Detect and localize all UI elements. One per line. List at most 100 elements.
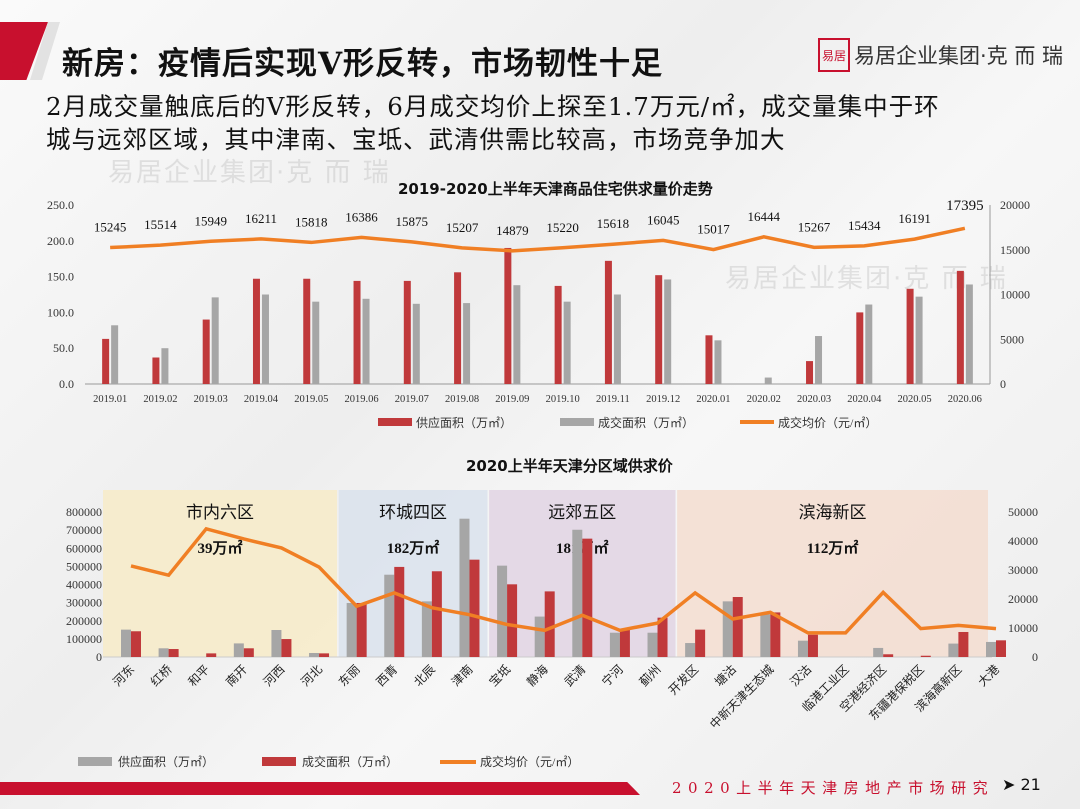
y-tick-label: 50.0 xyxy=(53,341,74,355)
y-tick-label: 200000 xyxy=(66,614,102,628)
y-tick-label: 500000 xyxy=(66,559,102,573)
x-tick-label: 北辰 xyxy=(411,662,438,689)
price-data-label: 15875 xyxy=(396,214,429,229)
x-tick-label: 塘沽 xyxy=(711,662,739,690)
legend-swatch xyxy=(262,757,296,766)
supply-bar xyxy=(609,632,620,657)
supply-bar xyxy=(121,629,131,657)
deal-bar xyxy=(865,304,873,384)
supply-bar xyxy=(353,280,361,384)
x-tick-label: 南开 xyxy=(222,662,250,690)
x-tick-label: 开发区 xyxy=(665,662,701,698)
price-line xyxy=(110,226,966,253)
supply-bar xyxy=(303,278,311,384)
legend-label: 供应面积（万㎡） xyxy=(118,754,214,769)
price-data-label: 15514 xyxy=(144,217,177,232)
y2-tick-label: 40000 xyxy=(1008,534,1038,548)
deal-bar xyxy=(206,653,217,657)
deal-bar xyxy=(965,284,973,384)
deal-bar xyxy=(764,377,772,384)
supply-bar xyxy=(760,614,771,657)
watermark: 易居企业集团·克 而 瑞 xyxy=(108,158,391,188)
deal-bar xyxy=(111,325,119,384)
region-name: 远郊五区 xyxy=(548,503,616,522)
deal-bar xyxy=(664,279,672,384)
y-tick-label: 300000 xyxy=(66,596,102,610)
deal-bar xyxy=(996,640,1006,657)
price-data-label: 15949 xyxy=(194,213,227,228)
supply-bar xyxy=(797,640,808,657)
legend-label: 供应面积（万㎡） xyxy=(416,415,512,430)
y2-tick-label: 50000 xyxy=(1008,505,1038,519)
supply-bar xyxy=(497,565,508,657)
x-tick-label: 中新天津生态城 xyxy=(706,662,776,732)
region-total: 112万㎡ xyxy=(807,539,859,557)
deal-bar xyxy=(362,298,370,384)
deal-bar xyxy=(732,597,743,657)
supply-bar xyxy=(856,312,864,384)
x-tick-label: 蓟州 xyxy=(637,662,664,689)
page-title: 新房：疫情后实现V形反转，市场韧性十足 xyxy=(62,46,664,82)
deal-bar xyxy=(412,303,420,384)
deal-bar xyxy=(563,301,571,384)
supply-bar xyxy=(309,653,320,657)
price-data-label: 15267 xyxy=(798,219,831,234)
subtitle-line-1: 2月成交量触底后的V形反转，6月成交均价上探至1.7万元/㎡，成交量集中于环 xyxy=(46,92,940,121)
y2-tick-label: 30000 xyxy=(1008,563,1038,577)
y-tick-label: 0 xyxy=(96,650,102,664)
y-tick-label: 400000 xyxy=(66,578,102,592)
supply-bar xyxy=(459,518,470,657)
supply-bar xyxy=(152,357,160,384)
x-tick-label: 汉沽 xyxy=(787,662,814,689)
x-tick-label: 河西 xyxy=(261,662,288,689)
supply-bar xyxy=(252,278,260,384)
deal-bar xyxy=(695,629,706,657)
x-tick-label: 大港 xyxy=(975,662,1002,689)
deal-bar xyxy=(582,538,593,657)
legend-label: 成交均价（元/㎡） xyxy=(480,754,579,769)
deal-bar xyxy=(312,301,320,384)
x-tick-label: 武清 xyxy=(562,662,589,689)
supply-bar xyxy=(948,643,959,657)
x-tick-label: 2020.03 xyxy=(797,394,831,405)
x-tick-label: 2019.04 xyxy=(244,394,279,405)
x-tick-label: 2019.08 xyxy=(445,394,479,405)
price-data-label: 17395 xyxy=(946,198,984,214)
x-tick-label: 2019.03 xyxy=(194,394,228,405)
logo-seal: 易居 xyxy=(818,38,850,72)
deal-bar xyxy=(281,639,292,657)
deal-bar xyxy=(883,654,894,657)
subtitle-line-2: 城与远郊区域，其中津南、宝坻、武清供需比较高，市场竞争加大 xyxy=(46,125,786,154)
legend-swatch xyxy=(560,418,594,426)
supply-bar xyxy=(202,319,210,384)
supply-bar xyxy=(384,574,395,657)
y-tick-label: 600000 xyxy=(66,541,102,555)
company-logo: 易居 易居企业集团·克 而 瑞 xyxy=(818,38,1063,72)
deal-bar xyxy=(770,612,781,657)
y-tick-label: 150.0 xyxy=(47,270,74,284)
supply-bar xyxy=(705,335,713,384)
supply-bar xyxy=(604,260,612,384)
supply-bar xyxy=(685,643,696,657)
y2-tick-label: 10000 xyxy=(1000,288,1030,302)
supply-bar xyxy=(454,272,462,384)
deal-bar xyxy=(463,303,471,384)
y2-tick-label: 15000 xyxy=(1000,243,1030,257)
price-data-label: 16211 xyxy=(245,211,277,226)
price-line xyxy=(130,526,997,635)
x-tick-label: 宁河 xyxy=(598,662,626,690)
supply-bar xyxy=(956,270,964,384)
x-tick-label: 2019.11 xyxy=(596,394,630,405)
footer-text: 2020上半年天津房地产市场研究 xyxy=(672,779,995,797)
price-data-label: 15207 xyxy=(446,220,479,235)
supply-bar xyxy=(647,632,658,657)
x-tick-label: 2020.02 xyxy=(747,394,781,405)
legend-swatch xyxy=(78,757,112,766)
region-total: 182万㎡ xyxy=(387,539,440,557)
supply-bar xyxy=(271,629,282,657)
deal-bar xyxy=(261,294,269,384)
deal-bar xyxy=(807,634,818,657)
legend-label: 成交均价（元/㎡） xyxy=(778,415,877,430)
